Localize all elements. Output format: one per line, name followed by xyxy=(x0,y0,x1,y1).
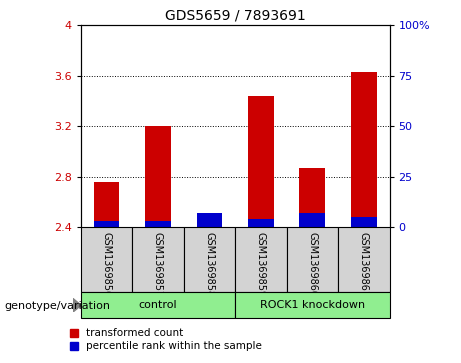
Text: GSM1369857: GSM1369857 xyxy=(153,232,163,297)
Text: genotype/variation: genotype/variation xyxy=(5,301,111,311)
Bar xyxy=(287,227,338,292)
Bar xyxy=(235,227,287,292)
Bar xyxy=(81,292,235,318)
Bar xyxy=(94,221,119,227)
Text: GSM1369860: GSM1369860 xyxy=(307,232,317,297)
Bar xyxy=(196,226,222,227)
Bar xyxy=(248,219,274,227)
Text: ROCK1 knockdown: ROCK1 knockdown xyxy=(260,300,365,310)
Text: GSM1369856: GSM1369856 xyxy=(101,232,112,297)
Bar xyxy=(338,227,390,292)
Bar xyxy=(300,168,325,227)
Bar xyxy=(145,221,171,227)
Legend: transformed count, percentile rank within the sample: transformed count, percentile rank withi… xyxy=(70,328,262,351)
Bar xyxy=(132,227,183,292)
Bar xyxy=(94,182,119,227)
Bar xyxy=(351,217,377,227)
Bar xyxy=(235,292,390,318)
Bar xyxy=(351,72,377,227)
Text: GSM1369861: GSM1369861 xyxy=(359,232,369,297)
Bar xyxy=(196,213,222,227)
Bar xyxy=(145,126,171,227)
Text: control: control xyxy=(139,300,177,310)
Text: GSM1369859: GSM1369859 xyxy=(256,232,266,297)
Bar xyxy=(81,227,132,292)
Bar xyxy=(183,227,235,292)
Polygon shape xyxy=(73,298,81,312)
Bar xyxy=(300,213,325,227)
Bar xyxy=(248,96,274,227)
Title: GDS5659 / 7893691: GDS5659 / 7893691 xyxy=(165,9,306,23)
Text: GSM1369858: GSM1369858 xyxy=(204,232,214,297)
